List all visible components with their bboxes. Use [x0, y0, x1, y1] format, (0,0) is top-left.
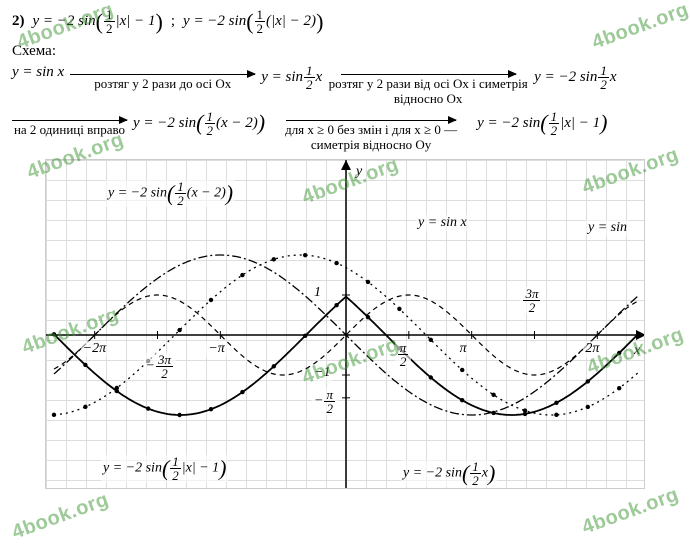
curve-label-ysinlabel: y = sin — [586, 220, 629, 236]
curve-label-sinx: y = sin x — [416, 215, 469, 231]
step-5: y = −2 sin ( 1 2 |x| − 1 ) — [477, 110, 607, 137]
function-chart: −2π −3π2 −π π2 π 3π2 2π 1 −1 −π2 x y y = sin x y = si… — [45, 159, 645, 489]
s3-prefix: y = −2 sin — [534, 69, 597, 86]
eq1-den: 2 — [104, 22, 115, 35]
curve-label-neg2sinhalf_absxm1: y = −2 sin(12|x| − 1) — [101, 455, 228, 482]
s5-frac: 1 2 — [549, 110, 560, 137]
s5-suffix: |x| − 1 — [560, 115, 600, 132]
eq1-suffix: |x| − 1 — [116, 13, 156, 30]
ytick-label: 1 — [312, 285, 323, 301]
arrow-1: розтяг у 2 рази до осі Ox — [70, 64, 255, 92]
s2-suffix: x — [316, 69, 323, 86]
flow-row-2: на 2 одиниці вправо y = −2 sin ( 1 2 (x … — [12, 110, 678, 153]
s4-suffix: (x − 2) — [216, 115, 258, 132]
arrow-3-caption: на 2 одиниці вправо — [14, 123, 125, 138]
arrow-1-line — [70, 74, 255, 75]
s3-suffix: x — [610, 69, 617, 86]
xtick-label: 2π — [583, 341, 601, 357]
s2-den: 2 — [304, 78, 315, 91]
s2-prefix: y = sin — [261, 69, 303, 86]
ytick-label: −1 — [312, 365, 332, 381]
xtick-label: π2 — [395, 341, 412, 368]
flow-row-1: y = sin x розтяг у 2 рази до осі Ox y = … — [12, 64, 678, 107]
step-4: y = −2 sin ( 1 2 (x − 2) ) — [133, 110, 265, 137]
xtick-label: −2π — [81, 341, 108, 357]
watermark: 4book.org — [9, 488, 112, 544]
eq2-prefix: y = −2 sin — [183, 13, 246, 30]
problem-statement: 2) y = −2 sin ( 1 2 |x| − 1 ) ; y = −2 s… — [12, 8, 678, 35]
xtick-label: −π — [206, 341, 226, 357]
arrow-3-line — [12, 120, 127, 121]
axis-label-x: x — [632, 343, 642, 359]
arrow-4-caption: для x ≥ 0 без змін і для x ≥ 0 — симетрі… — [271, 123, 471, 153]
xtick-label: 3π2 — [520, 287, 543, 314]
step-2: y = sin 1 2 x — [261, 64, 322, 91]
eq2-frac: 1 2 — [255, 8, 266, 35]
eq2-den: 2 — [255, 22, 266, 35]
xtick-label: −3π2 — [144, 353, 176, 380]
chart-svg — [46, 160, 644, 488]
arrow-3: на 2 одиниці вправо — [12, 110, 127, 138]
curve-label-neg2sinhalf: y = −2 sin(12x) — [401, 460, 497, 487]
s4-frac: 1 2 — [205, 110, 216, 137]
s5-den: 2 — [549, 124, 560, 137]
arrow-1-caption: розтяг у 2 рази до осі Ox — [94, 77, 231, 92]
arrow-2: розтяг у 2 рази від осі Ox і симетрія ві… — [328, 64, 528, 107]
xtick-label: π — [458, 341, 469, 357]
arrow-2-caption: розтяг у 2 рази від осі Ox і симетрія ві… — [328, 77, 528, 107]
s4-num: 1 — [205, 110, 216, 124]
eq2-num: 1 — [255, 8, 266, 22]
arrow-2-line — [341, 74, 516, 75]
s3-frac: 1 2 — [598, 64, 609, 91]
eq1-prefix: y = −2 sin — [33, 13, 96, 30]
s5-num: 1 — [549, 110, 560, 124]
eq1-num: 1 — [104, 8, 115, 22]
s4-den: 2 — [205, 124, 216, 137]
curve-label-neg2sinhalf_xm2: y = −2 sin(12(x − 2)) — [106, 180, 235, 207]
arrow-4: для x ≥ 0 без змін і для x ≥ 0 — симетрі… — [271, 110, 471, 153]
axis-label-y: y — [354, 164, 364, 180]
eq2-suffix: (|x| − 2) — [266, 13, 316, 30]
page-root: 2) y = −2 sin ( 1 2 |x| − 1 ) ; y = −2 s… — [0, 0, 690, 497]
s2-frac: 1 2 — [304, 64, 315, 91]
ytick-label: −π2 — [312, 388, 338, 415]
s5-prefix: y = −2 sin — [477, 115, 540, 132]
problem-index: 2) — [12, 13, 25, 30]
step-1: y = sin x — [12, 64, 64, 81]
s2-num: 1 — [304, 64, 315, 78]
eq1-frac: 1 2 — [104, 8, 115, 35]
separator: ; — [171, 13, 175, 30]
arrow-4-line — [286, 120, 456, 121]
schema-label: Схема: — [12, 43, 678, 60]
s4-prefix: y = −2 sin — [133, 115, 196, 132]
s3-den: 2 — [598, 78, 609, 91]
s3-num: 1 — [598, 64, 609, 78]
step-3: y = −2 sin 1 2 x — [534, 64, 616, 91]
